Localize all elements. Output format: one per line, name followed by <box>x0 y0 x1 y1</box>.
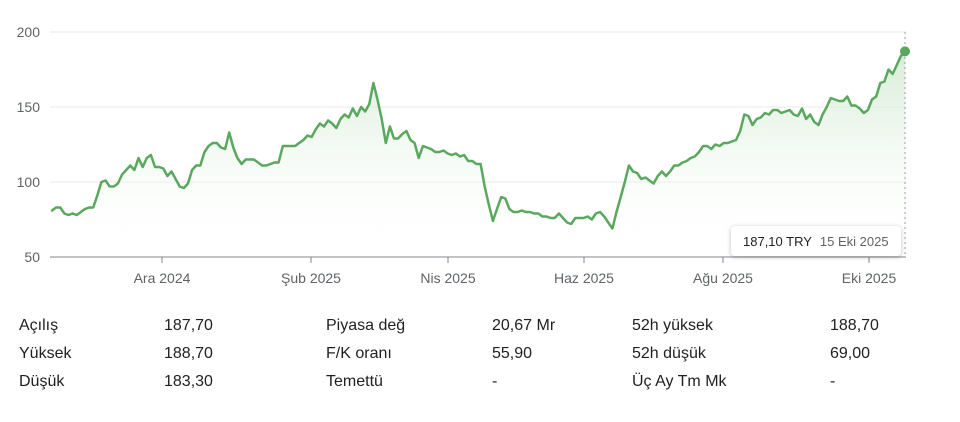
stat-label-52w-high: 52h yüksek <box>632 317 713 334</box>
stat-label-market-cap: Piyasa değ <box>326 317 406 334</box>
stat-value-low: 183,30 <box>164 373 213 390</box>
stat-label-high: Yüksek <box>19 345 72 362</box>
stat-label-low: Düşük <box>19 373 65 390</box>
stat-label-quarterly-div: Üç Ay Tm Mk <box>632 373 727 390</box>
stat-label-open: Açılış <box>19 317 59 334</box>
x-tick-label: Eki 2025 <box>842 270 897 286</box>
stat-value-dividend: - <box>492 373 498 390</box>
stat-label-pe-ratio: F/K oranı <box>326 345 392 362</box>
stats-row: Düşük 183,30 Temettü - Üç Ay Tm Mk - <box>0 368 960 396</box>
stat-value-52w-low: 69,00 <box>830 345 871 362</box>
y-tick-label: 200 <box>17 24 41 40</box>
price-tooltip: 187,10 TRY 15 Eki 2025 <box>731 226 901 256</box>
x-tick-label: Ağu 2025 <box>693 270 753 286</box>
stat-value-open: 187,70 <box>164 317 213 334</box>
stat-value-52w-high: 188,70 <box>830 317 879 334</box>
x-tick-label: Ara 2024 <box>134 270 191 286</box>
y-tick-label: 50 <box>24 249 40 265</box>
price-chart[interactable]: 50 100 150 200 Ara 2024 Şub 2025 Nis 2025 Haz … <box>0 0 960 300</box>
x-tick-label: Şub 2025 <box>281 270 341 286</box>
stat-value-quarterly-div: - <box>830 373 836 390</box>
x-tick-label: Nis 2025 <box>420 270 475 286</box>
price-line <box>50 50 907 230</box>
price-area-fill <box>52 51 905 258</box>
x-tick-label: Haz 2025 <box>554 270 614 286</box>
stat-value-pe-ratio: 55,90 <box>492 345 533 362</box>
x-axis-ticks: Ara 2024 Şub 2025 Nis 2025 Haz 2025 Ağu 2025… <box>134 257 897 286</box>
y-tick-label: 100 <box>17 174 41 190</box>
price-endpoint-dot[interactable] <box>900 46 910 57</box>
stat-label-52w-low: 52h düşük <box>632 345 706 362</box>
stat-value-market-cap: 20,67 Mr <box>492 317 556 334</box>
stats-row: Yüksek 188,70 F/K oranı 55,90 52h düşük … <box>0 340 960 368</box>
tooltip-date: 15 Eki 2025 <box>819 233 889 249</box>
stats-row: Açılış 187,70 Piyasa değ 20,67 Mr 52h yü… <box>0 312 960 340</box>
tooltip-price: 187,10 TRY <box>743 233 812 249</box>
y-tick-label: 150 <box>17 99 41 115</box>
stat-label-dividend: Temettü <box>326 373 383 390</box>
y-axis-ticks: 50 100 150 200 <box>17 24 41 265</box>
stat-value-high: 188,70 <box>164 345 213 362</box>
